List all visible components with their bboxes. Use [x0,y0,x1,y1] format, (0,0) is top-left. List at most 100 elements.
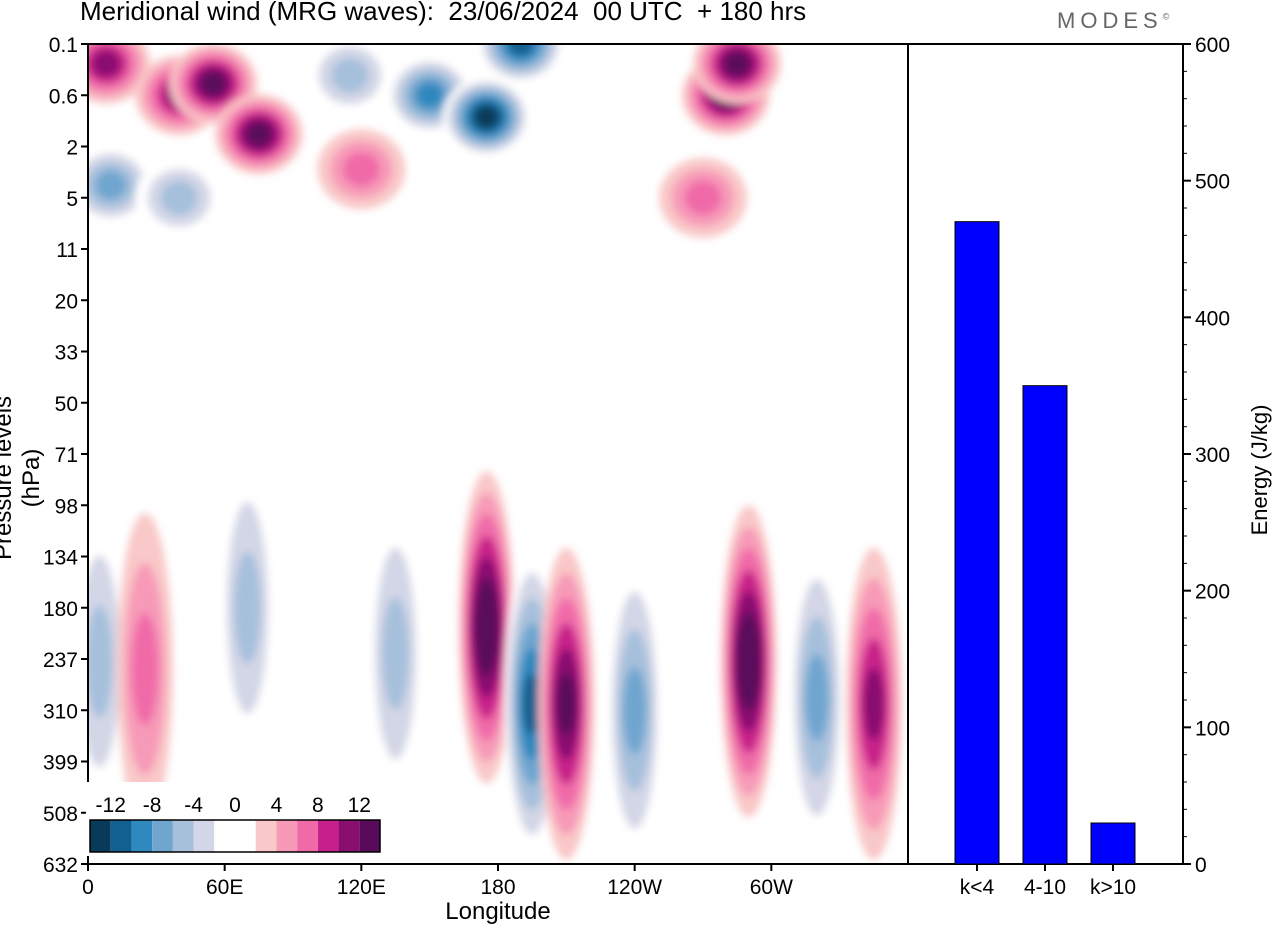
heatmap-contour [382,597,409,710]
x-tick-label: 180 [480,876,515,899]
y-tick-label: 20 [55,290,78,313]
energy-tick-label: 200 [1195,581,1230,604]
heatmap-contour [556,672,576,735]
heatmap-contour [92,51,120,77]
energy-tick-label: 400 [1195,307,1230,330]
heatmap-feature [458,471,515,784]
colorbar-swatch [317,820,339,852]
colorbar-label: 8 [312,794,324,817]
bar-4-10 [1022,385,1068,865]
energy-tick-label: 0 [1195,854,1207,877]
heatmap-contour [477,599,496,655]
bar-category-label: k<4 [960,876,995,899]
heatmap-feature [135,157,224,238]
heatmap-contour [684,180,722,216]
colorbar-label: 0 [229,794,241,817]
heatmap-feature [317,129,406,210]
modes-logo: MODES© [1057,8,1170,33]
heatmap-contour [88,605,113,718]
y-tick-label: 2 [66,137,78,160]
colorbar-label: 4 [271,794,283,817]
y-tick-label: 5 [66,188,78,211]
heatmap-feature [442,76,531,157]
chart-title: Meridional wind (MRG waves): 23/06/2024 … [80,0,807,26]
heatmap-contour [331,58,369,93]
y-tick-label: 508 [43,803,78,826]
colorbar-label: -12 [96,794,126,817]
y-tick-label: 310 [43,700,78,723]
colorbar-swatch [90,820,111,852]
heatmap-contour [805,654,829,742]
y-tick-label: 71 [55,444,78,467]
colorbar: -12 -8 -4 0 4 8 12 [86,782,384,856]
heatmap-contour [475,106,499,128]
heatmap-feature [720,505,777,818]
heatmap-contour [724,52,750,76]
heatmap-feature [219,451,276,764]
colorbar-swatch [235,820,256,852]
colorbar-swatch [255,820,277,852]
colorbar-swatch [131,820,153,852]
heatmap-contour [246,122,272,146]
x-tick-label: 120E [337,876,386,899]
y-tick-label: 0.6 [49,85,78,108]
colorbar-swatch [359,820,380,852]
colorbar-swatch [193,820,215,852]
y-tick-label: 180 [43,598,78,621]
energy-axis-label: Energy (J/kg) [1247,404,1272,536]
heatmap-contour [416,82,444,109]
colorbar-swatch [276,820,298,852]
heatmap-contour [342,151,381,187]
heatmap-feature [788,541,845,854]
y-tick-label: 399 [43,752,78,775]
colorbar-swatch [152,820,173,852]
colorbar-swatch [297,820,318,852]
heatmap-feature [169,44,258,124]
heatmap-feature [88,44,151,104]
heatmap-contour [508,44,534,56]
bar-k>10 [1090,822,1136,865]
colorbar-label: -4 [184,794,203,817]
heatmap-feature [606,554,663,864]
heatmap-contour [522,672,542,735]
colorbar-swatch [338,820,360,852]
bar-k<4 [954,221,1000,865]
heatmap-field [88,44,902,864]
colorbar-label: 12 [348,794,371,817]
heatmap-contour [95,170,127,200]
heatmap-feature [214,94,303,175]
x-tick-label: 60E [206,876,243,899]
x-tick-label: 120W [607,876,662,899]
heatmap-contour [131,613,159,726]
heatmap-feature [538,547,595,860]
heatmap-feature [476,44,565,84]
bar-category-label: k>10 [1090,876,1136,899]
y-tick-label: 33 [55,342,78,365]
bar-category-label: 4-10 [1024,876,1066,899]
energy-tick-label: 100 [1195,717,1230,740]
y-tick-label: 11 [56,239,78,262]
colorbar-swatch [172,820,194,852]
y-tick-label: 98 [55,495,78,518]
y-tick-label: 237 [43,649,78,672]
colorbar-swatch [110,820,132,852]
energy-bars: 0 100 200 300 400 500 600 k<4 4-10 k>10 [907,34,1230,899]
x-tick-label: 0 [82,876,94,899]
heatmap-feature [305,44,394,116]
heatmap-feature [88,505,128,818]
energy-tick-label: 300 [1195,444,1230,467]
y-axis-label: Pressure levels (hPa) [0,395,45,561]
heatmap-feature [367,497,424,810]
heatmap-feature [659,157,747,238]
heatmap-contour [623,666,647,754]
colorbar-swatch [214,820,235,852]
heatmap-contour [863,667,885,740]
x-tick-label: 60W [750,876,793,899]
colorbar-frame [89,819,381,853]
y-tick-label: 50 [55,393,78,416]
x-axis-label: Longitude [445,898,551,925]
y-tick-label: 134 [43,547,78,570]
heatmap-contour [160,180,198,216]
colorbar-label: -8 [143,794,162,817]
